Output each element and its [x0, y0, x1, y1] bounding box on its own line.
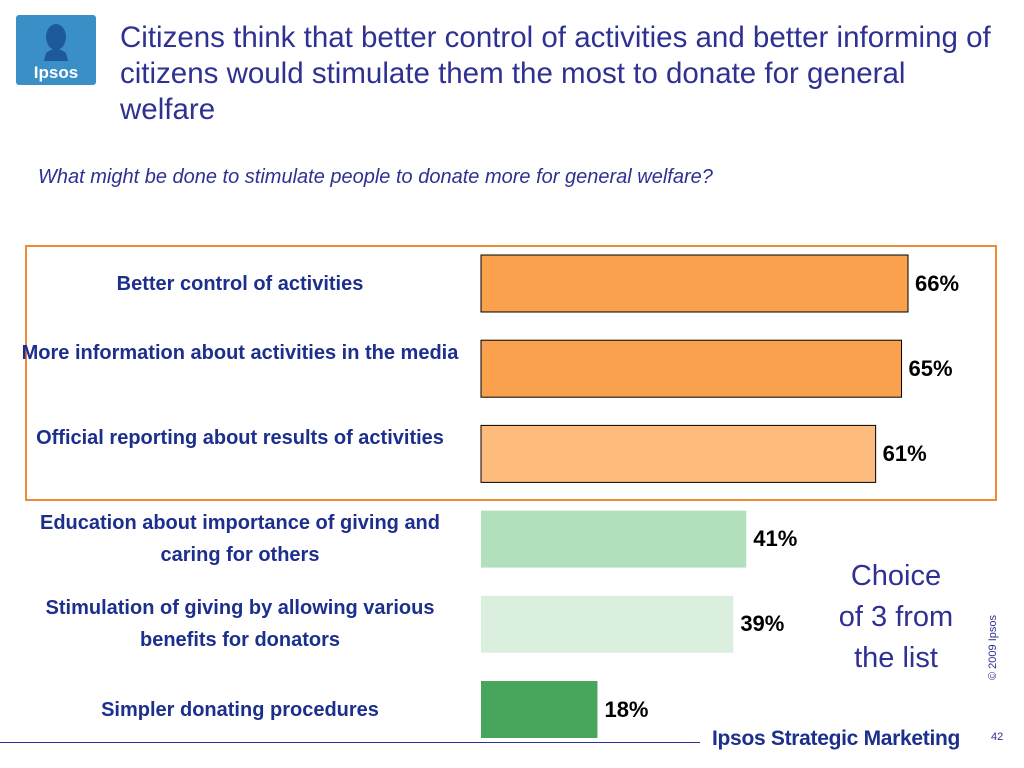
copyright-text: © 2009 Ipsos: [987, 615, 999, 680]
category-label: Better control of activities: [116, 272, 364, 295]
value-label: 66%: [915, 270, 960, 296]
logo-text: Ipsos: [33, 63, 79, 82]
footer-divider: [0, 742, 700, 743]
value-label: 65%: [908, 355, 953, 381]
category-label: Stimulation of giving by allowing variou…: [45, 597, 435, 652]
choice-note: Choice of 3 from the list: [838, 560, 954, 674]
value-label: 61%: [882, 440, 927, 466]
category-label: Official reporting about results of acti…: [36, 426, 444, 449]
footer-brand: Ipsos Strategic Marketing: [712, 727, 961, 750]
category-label: Education about importance of giving and…: [39, 512, 440, 567]
logo-figure-icon: [44, 24, 68, 61]
category-label: Simpler donating procedures: [101, 698, 379, 721]
page-number: 42: [991, 731, 1004, 743]
value-label: 18%: [604, 696, 649, 722]
survey-question: What might be done to stimulate people t…: [38, 166, 713, 188]
value-label: 41%: [753, 526, 798, 552]
bar-5: [481, 681, 598, 738]
value-label: 39%: [740, 611, 785, 637]
top-answers-highlight-box: [25, 245, 997, 501]
bar-4: [481, 595, 734, 653]
ipsos-logo: Ipsos: [16, 15, 96, 85]
page-title: Citizens think that better control of ac…: [120, 21, 991, 126]
category-label: More information about activities in the…: [21, 341, 459, 364]
bar-3: [481, 510, 747, 568]
